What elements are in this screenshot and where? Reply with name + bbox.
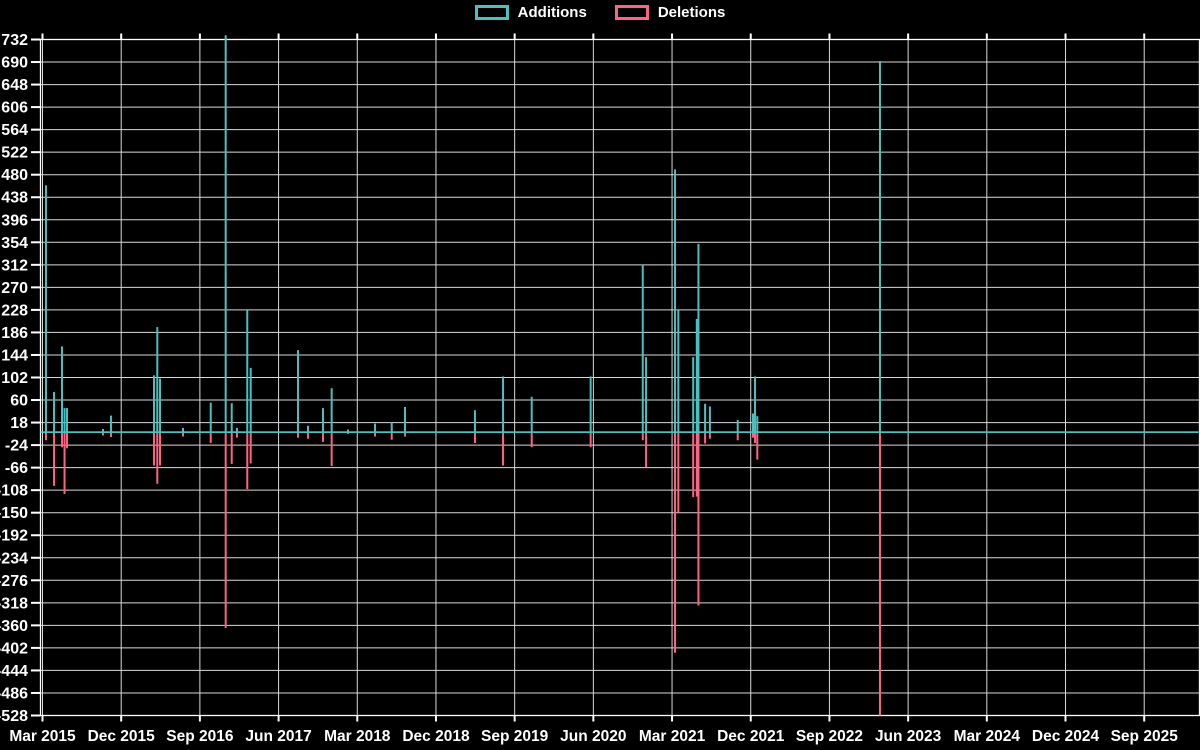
deletions-swatch-icon [614,5,649,20]
x-tick-label: Dec 2024 [1032,728,1100,745]
y-tick-label: 102 [1,370,28,387]
y-tick-label: 312 [1,257,28,274]
y-tick-label: -318 [0,595,28,612]
y-tick-label: -276 [0,573,28,590]
y-tick-label: 186 [1,325,28,342]
x-tick-label: Sep 2022 [796,728,863,745]
legend-item-additions[interactable]: Additions [474,4,587,21]
y-tick-label: -108 [0,483,28,500]
x-tick-label: Sep 2016 [166,728,234,745]
x-tick-label: Sep 2019 [481,728,549,745]
legend-label-deletions: Deletions [657,4,726,21]
y-tick-label: 396 [1,212,28,229]
y-tick-label: -486 [0,685,28,702]
y-tick-label: 354 [1,235,28,252]
x-axis-labels: Mar 2015 Dec 2015 Sep 2016 Jun 2017 Mar 2018… [9,728,1178,745]
x-tick-label: Mar 2018 [324,728,391,745]
x-tick-label: Sep 2025 [1111,728,1179,745]
x-tick-label: Jun 2017 [245,728,311,745]
y-tick-label: 732 [1,32,28,49]
legend-label-additions: Additions [517,4,587,21]
legend-item-deletions[interactable]: Deletions [614,4,726,21]
y-tick-label: 564 [1,122,28,139]
x-tick-label: Dec 2015 [88,728,156,745]
y-tick-label: -66 [5,460,28,477]
x-tick-label: Mar 2021 [639,728,706,745]
x-tick-label: Dec 2021 [717,728,785,745]
y-tick-label: -24 [5,438,28,455]
axis-tick-marks [31,33,1146,722]
y-tick-label: 228 [1,302,28,319]
x-tick-label: Mar 2024 [954,728,1021,745]
x-tick-label: Mar 2015 [9,728,76,745]
y-tick-label: -150 [0,505,28,522]
chart-legend: Additions Deletions [0,5,1200,20]
y-tick-label: -402 [0,640,28,657]
vertical-gridlines [42,39,1145,716]
x-tick-label: Jun 2020 [560,728,626,745]
y-tick-label: -444 [0,663,28,680]
horizontal-gridlines [40,39,1200,716]
y-tick-label: 144 [1,347,28,364]
y-tick-label: 606 [1,100,28,117]
additions-series [40,35,1199,434]
y-axis-labels: 732 690 648 606 564 522 480 438 396 354 312 270 228 1… [0,32,28,725]
y-tick-label: -528 [0,708,28,725]
y-tick-label: 648 [1,77,28,94]
y-tick-label: 522 [1,145,28,162]
y-tick-label: 438 [1,190,28,207]
y-tick-label: -360 [0,618,28,635]
y-tick-label: 690 [1,55,28,72]
y-tick-label: -234 [0,550,28,567]
deletions-series [40,431,1199,716]
additions-swatch-icon [474,5,509,20]
x-tick-label: Dec 2018 [402,728,470,745]
y-tick-label: 480 [1,167,28,184]
y-tick-label: -192 [0,528,28,545]
y-tick-label: 60 [10,393,28,410]
x-tick-label: Jun 2023 [875,728,942,745]
y-tick-label: 270 [1,280,28,297]
y-tick-label: 18 [10,415,28,432]
